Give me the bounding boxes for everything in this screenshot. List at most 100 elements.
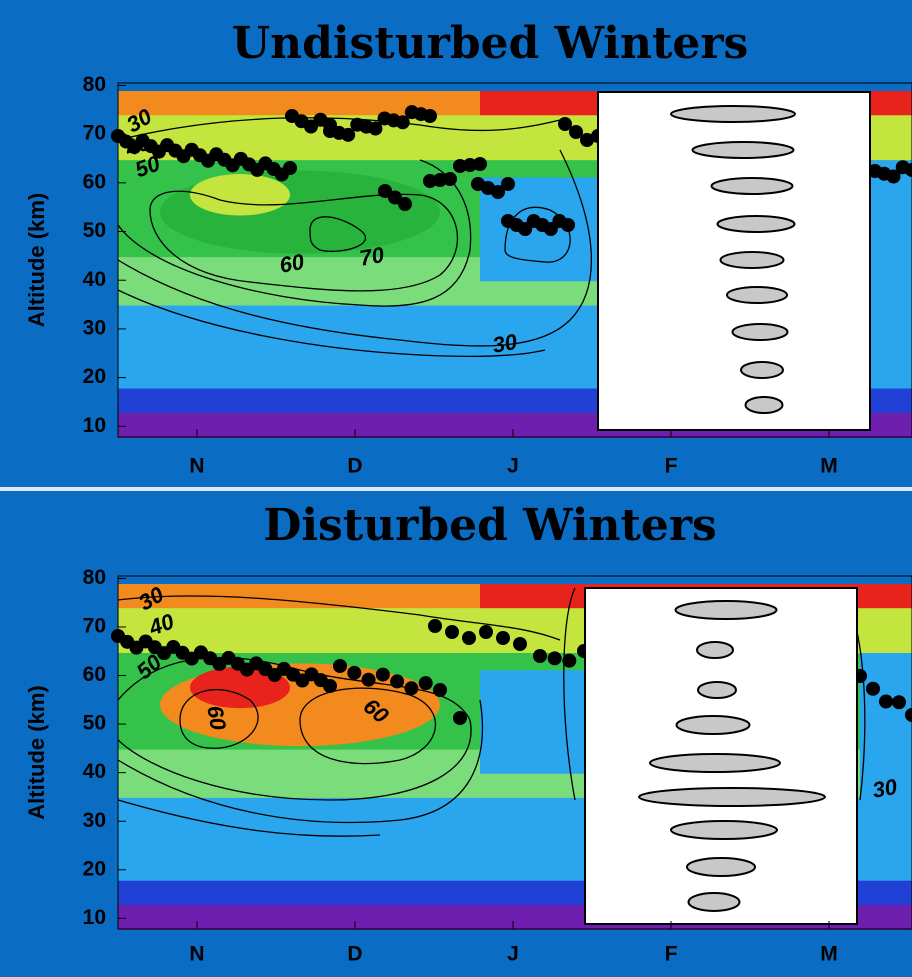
y-tick-label: 50 xyxy=(83,219,106,242)
profile-dot xyxy=(283,161,297,175)
profile-dot xyxy=(433,683,447,697)
x-tick-label: J xyxy=(507,943,519,966)
profile-dot xyxy=(886,169,901,184)
y-tick-label: 20 xyxy=(83,857,106,880)
profile-dot xyxy=(879,694,893,709)
inset-ellipse xyxy=(740,361,784,379)
profile-dot xyxy=(547,651,562,666)
profile-dot xyxy=(569,125,583,139)
y-tick-label: 30 xyxy=(83,316,106,339)
profile-dot xyxy=(905,163,912,177)
profile-dot xyxy=(388,190,402,205)
y-axis-label: Altitude (km) xyxy=(24,193,49,327)
y-tick-label: 20 xyxy=(83,365,106,388)
profile-dot xyxy=(580,133,594,147)
contour-label: 70 xyxy=(357,242,386,271)
profile-dot xyxy=(347,665,362,680)
y-tick-label: 80 xyxy=(83,73,106,96)
contour-label: 30 xyxy=(490,329,519,358)
y-tick-label: 60 xyxy=(83,663,106,686)
contour-line xyxy=(117,159,472,307)
y-tick-label: 60 xyxy=(83,170,106,193)
panel-separator xyxy=(0,487,912,491)
x-tick-label: N xyxy=(189,943,204,966)
inset-ellipse xyxy=(649,753,781,773)
y-tick-label: 40 xyxy=(83,268,106,291)
y-tick-label: 10 xyxy=(83,414,106,437)
contour-label: 60 xyxy=(202,703,231,732)
profile-dot xyxy=(323,679,337,693)
x-tick-label: N xyxy=(189,455,204,478)
profile-dot xyxy=(395,115,410,130)
profile-dot xyxy=(462,631,476,645)
profile-dot xyxy=(333,659,347,673)
x-tick-label: D xyxy=(347,455,362,478)
plot-frame xyxy=(117,575,912,930)
contour-line xyxy=(504,206,571,263)
profile-dot xyxy=(562,653,577,668)
y-tick-label: 80 xyxy=(83,566,106,589)
profile-dot xyxy=(428,619,442,633)
profile-dot xyxy=(378,184,392,198)
chart-title: Disturbed Winters xyxy=(263,500,717,551)
inset-ellipse xyxy=(697,681,737,699)
inset-ellipse xyxy=(744,396,784,414)
inset-ellipse xyxy=(670,105,796,123)
inset-ellipse xyxy=(726,286,788,304)
inset-ellipse xyxy=(686,857,756,877)
inset-ellipse xyxy=(696,641,734,659)
profile-dot xyxy=(423,109,437,123)
y-tick-label: 40 xyxy=(83,760,106,783)
x-tick-label: D xyxy=(347,943,362,966)
inset-ellipse xyxy=(687,892,741,912)
x-tick-label: F xyxy=(665,455,678,478)
profile-dot xyxy=(390,674,405,689)
inset-ellipse xyxy=(731,323,789,341)
profile-dot xyxy=(361,672,376,687)
contour-line xyxy=(117,699,484,824)
contour-line xyxy=(179,688,259,749)
y-tick-label: 70 xyxy=(83,122,106,145)
inset-ellipse xyxy=(710,177,794,195)
y-tick-label: 70 xyxy=(83,615,106,638)
contour-fill xyxy=(190,666,290,709)
inset-ellipse xyxy=(670,820,778,840)
x-tick-label: F xyxy=(665,943,678,966)
profile-dot xyxy=(561,218,575,232)
profile-dot xyxy=(558,117,572,131)
profile-dot xyxy=(341,127,356,142)
profile-dot xyxy=(453,711,467,725)
inset-ellipse xyxy=(638,787,826,807)
profile-dot xyxy=(368,121,383,136)
profile-dot xyxy=(479,625,493,639)
contour-line xyxy=(117,595,561,641)
profile-dot xyxy=(473,157,487,171)
y-axis-label: Altitude (km) xyxy=(24,685,49,819)
x-tick-label: J xyxy=(507,455,519,478)
contour-line xyxy=(117,799,381,837)
contour-line xyxy=(117,289,546,358)
profile-dot xyxy=(418,676,433,691)
profile-dot xyxy=(491,185,505,199)
y-tick-label: 30 xyxy=(83,809,106,832)
inset-ellipse xyxy=(716,215,796,233)
inset-ellipse xyxy=(674,600,778,620)
contour-label: 30 xyxy=(870,774,899,803)
contour-label: 60 xyxy=(277,249,306,278)
y-tick-label: 10 xyxy=(83,906,106,929)
profile-dot xyxy=(496,631,510,645)
plot-frame xyxy=(117,82,912,438)
y-tick-label: 50 xyxy=(83,712,106,735)
inset-ellipse xyxy=(675,715,751,735)
inset-ellipse xyxy=(719,251,785,269)
inset-ellipse xyxy=(691,141,795,159)
contour-line xyxy=(149,190,459,292)
contour-line xyxy=(117,149,592,347)
profile-dot xyxy=(404,681,419,696)
contour-line xyxy=(309,216,367,252)
profile-dot xyxy=(905,708,912,722)
profile-dot xyxy=(533,649,547,663)
